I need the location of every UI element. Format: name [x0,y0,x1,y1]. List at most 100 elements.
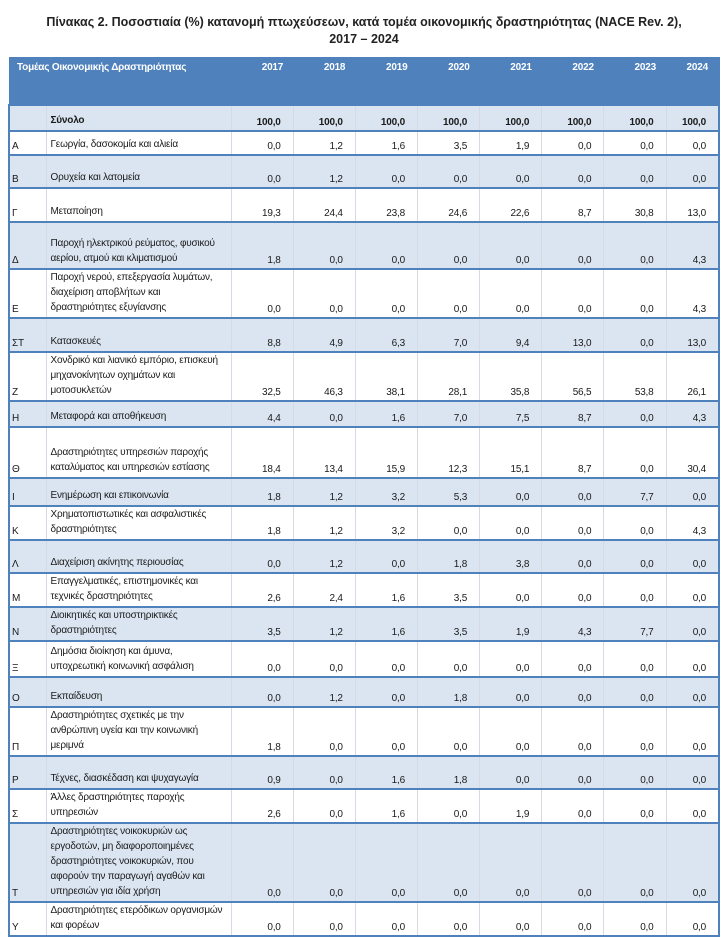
value-cell: 7,5 [479,401,542,427]
value-cell: 0,0 [230,155,294,188]
value-cell: 24,6 [416,188,480,222]
value-cell: 0,0 [479,573,542,607]
value-cell: 0,0 [479,902,542,936]
value-cell: 13,0 [541,318,604,352]
value-cell: 7,0 [416,401,480,427]
value-cell: 0,0 [665,677,720,707]
value-cell: 4,9 [292,318,356,352]
value-cell: 0,0 [603,823,666,902]
value-cell: 0,0 [354,222,418,269]
value-cell: 8,7 [541,427,604,478]
sector-code: Α [8,131,46,155]
sector-code: Ζ [8,352,46,401]
value-cell: 0,0 [416,902,480,936]
value-cell: 0,9 [230,756,294,789]
table-row: Μ Επαγγελματικές, επιστημονικές και τεχνι… [8,573,720,607]
value-cell: 2,6 [230,573,294,607]
value-cell: 0,0 [292,823,356,902]
value-cell: 1,6 [354,607,418,641]
sector-label: Μεταφορά και αποθήκευση [45,401,232,427]
bankruptcy-distribution-table: Τομέας Οικονομικής Δραστηριότητας 2017 20… [8,57,720,937]
sector-label: Διαχείριση ακίνητης περιουσίας [45,540,232,573]
value-cell: 0,0 [479,478,542,506]
table-row: Ζ Χονδρικό και λιανικό εμπόριο, επισκευή … [8,352,720,401]
value-cell: 100,0 [292,105,356,131]
value-cell: 3,2 [354,506,418,540]
value-cell: 18,4 [230,427,294,478]
value-cell: 0,0 [416,155,480,188]
value-cell: 0,0 [603,401,666,427]
value-cell: 7,0 [416,318,480,352]
value-cell: 0,0 [416,789,480,823]
value-cell: 26,1 [665,352,720,401]
value-cell: 0,0 [603,155,666,188]
sector-label: Παροχή ηλεκτρικού ρεύματος, φυσικού αερί… [45,222,232,269]
value-cell: 30,4 [665,427,720,478]
table-row: ΣΤ Κατασκευές 8,8 4,9 6,3 7,0 9,4 13,0 0,0 13,0 [8,318,720,352]
value-cell: 1,8 [230,222,294,269]
value-cell: 0,0 [416,506,480,540]
value-cell: 56,5 [541,352,604,401]
sector-code: Τ [8,823,46,902]
header-year: 2024 [666,57,720,105]
table-row: Η Μεταφορά και αποθήκευση 4,4 0,0 1,6 7,0 7,5 8… [8,401,720,427]
value-cell: 1,6 [354,573,418,607]
value-cell: 0,0 [479,641,542,677]
sector-label: Παροχή νερού, επεξεργασία λυμάτων, διαχε… [45,269,232,318]
sector-label: Μεταποίηση [45,188,232,222]
sector-label: Ενημέρωση και επικοινωνία [45,478,232,506]
value-cell: 8,7 [541,188,604,222]
value-cell: 0,0 [292,269,356,318]
value-cell: 3,5 [416,131,480,155]
value-cell: 0,0 [665,756,720,789]
value-cell: 1,8 [416,756,480,789]
value-cell: 100,0 [479,105,542,131]
value-cell: 1,9 [479,789,542,823]
value-cell: 0,0 [603,318,666,352]
value-cell: 0,0 [541,677,604,707]
value-cell: 1,2 [292,478,356,506]
table-row: Σ Άλλες δραστηριότητες παροχής υπηρεσιών 2… [8,789,720,823]
value-cell: 8,7 [541,401,604,427]
sector-label: Διοικητικές και υποστηρικτικές δραστηριό… [45,607,232,641]
value-cell: 4,3 [665,401,720,427]
table-row: Δ Παροχή ηλεκτρικού ρεύματος, φυσικού αερ… [8,222,720,269]
value-cell: 0,0 [292,902,356,936]
sector-label: Κατασκευές [45,318,232,352]
value-cell: 1,2 [292,677,356,707]
value-cell: 1,6 [354,401,418,427]
value-cell: 1,8 [230,707,294,756]
value-cell: 100,0 [541,105,604,131]
sector-code [8,105,46,131]
value-cell: 1,8 [416,677,480,707]
value-cell: 0,0 [416,823,480,902]
value-cell: 0,0 [479,756,542,789]
value-cell: 1,8 [230,478,294,506]
value-cell: 0,0 [665,607,720,641]
value-cell: 100,0 [665,105,720,131]
table-row: Γ Μεταποίηση 19,3 24,4 23,8 24,6 22,6 8,7 30,8 13… [8,188,720,222]
value-cell: 0,0 [354,540,418,573]
sector-code: Η [8,401,46,427]
value-cell: 100,0 [354,105,418,131]
value-cell: 8,8 [230,318,294,352]
value-cell: 0,0 [292,222,356,269]
value-cell: 24,4 [292,188,356,222]
sector-label: Επαγγελματικές, επιστημονικές και τεχνικ… [45,573,232,607]
value-cell: 0,0 [603,641,666,677]
value-cell: 0,0 [665,789,720,823]
value-cell: 0,0 [541,131,604,155]
value-cell: 0,0 [354,641,418,677]
value-cell: 4,3 [665,506,720,540]
value-cell: 7,7 [603,607,666,641]
value-cell: 1,2 [292,540,356,573]
table-row: Θ Δραστηριότητες υπηρεσιών παροχής καταλύ… [8,427,720,478]
table-row: Τ Δραστηριότητες νοικοκυριών ως εργοδοτών… [8,823,720,902]
value-cell: 0,0 [603,506,666,540]
table-row: Π Δραστηριότητες σχετικές με την ανθρώπιν… [8,707,720,756]
value-cell: 0,0 [665,478,720,506]
value-cell: 1,6 [354,789,418,823]
header-year: 2023 [603,57,666,105]
sector-label: Άλλες δραστηριότητες παροχής υπηρεσιών [45,789,232,823]
value-cell: 28,1 [416,352,480,401]
